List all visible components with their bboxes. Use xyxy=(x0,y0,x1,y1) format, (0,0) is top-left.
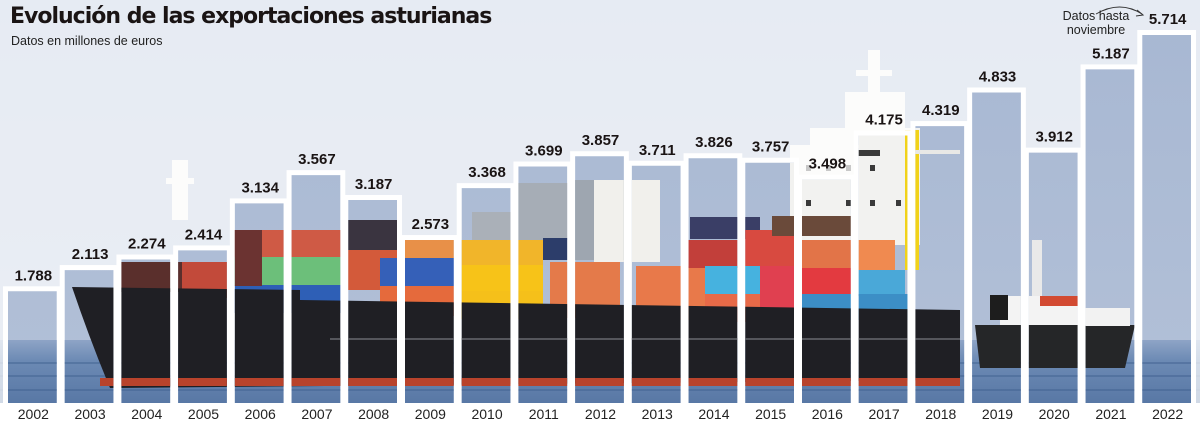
year-tick-label: 2006 xyxy=(245,406,276,422)
year-tick-label: 2021 xyxy=(1095,406,1126,422)
annotation-note: Datos hasta noviembre xyxy=(1062,9,1130,37)
value-label: 5.714 xyxy=(1149,11,1187,28)
year-tick-label: 2017 xyxy=(868,406,899,422)
value-label: 2.573 xyxy=(412,216,450,233)
year-tick-label: 2005 xyxy=(188,406,219,422)
year-tick-label: 2018 xyxy=(925,406,956,422)
chart-subtitle: Datos en millones de euros xyxy=(11,34,163,48)
value-label: 3.699 xyxy=(525,143,563,160)
value-label: 1.788 xyxy=(15,267,53,284)
year-tick-label: 2016 xyxy=(812,406,843,422)
value-label: 2.113 xyxy=(72,246,109,263)
year-tick-label: 2002 xyxy=(18,406,49,422)
year-tick-label: 2015 xyxy=(755,406,786,422)
year-tick-label: 2020 xyxy=(1039,406,1070,422)
value-label: 3.857 xyxy=(582,132,620,149)
value-label: 4.175 xyxy=(865,111,903,128)
year-tick-label: 2014 xyxy=(698,406,729,422)
year-tick-label: 2010 xyxy=(471,406,502,422)
value-label: 4.833 xyxy=(979,69,1017,86)
value-label: 3.711 xyxy=(639,142,676,159)
year-tick-label: 2022 xyxy=(1152,406,1183,422)
value-label: 3.134 xyxy=(241,179,279,196)
value-label: 3.498 xyxy=(809,156,847,173)
year-tick-label: 2011 xyxy=(529,406,559,422)
year-tick-label: 2013 xyxy=(642,406,673,422)
year-tick-label: 2004 xyxy=(131,406,162,422)
value-label: 3.826 xyxy=(695,134,733,151)
year-tick-label: 2012 xyxy=(585,406,616,422)
value-label: 5.187 xyxy=(1092,45,1130,62)
value-label: 3.567 xyxy=(298,151,336,168)
year-label-band xyxy=(0,403,1200,423)
value-label: 3.187 xyxy=(355,176,393,193)
annotation-arrowhead xyxy=(1135,9,1145,17)
chart-title: Evolución de las exportaciones asturiana… xyxy=(10,4,492,29)
year-tick-label: 2003 xyxy=(74,406,105,422)
year-tick-label: 2019 xyxy=(982,406,1013,422)
annotation-arrow xyxy=(1095,6,1143,15)
value-label: 3.368 xyxy=(468,164,506,181)
year-tick-label: 2008 xyxy=(358,406,389,422)
year-tick-label: 2007 xyxy=(301,406,332,422)
value-label: 3.912 xyxy=(1035,129,1073,146)
value-label: 3.757 xyxy=(752,139,790,156)
value-label: 4.319 xyxy=(922,102,960,119)
value-label: 2.414 xyxy=(185,226,223,243)
year-tick-label: 2009 xyxy=(415,406,446,422)
value-label: 2.274 xyxy=(128,236,166,253)
